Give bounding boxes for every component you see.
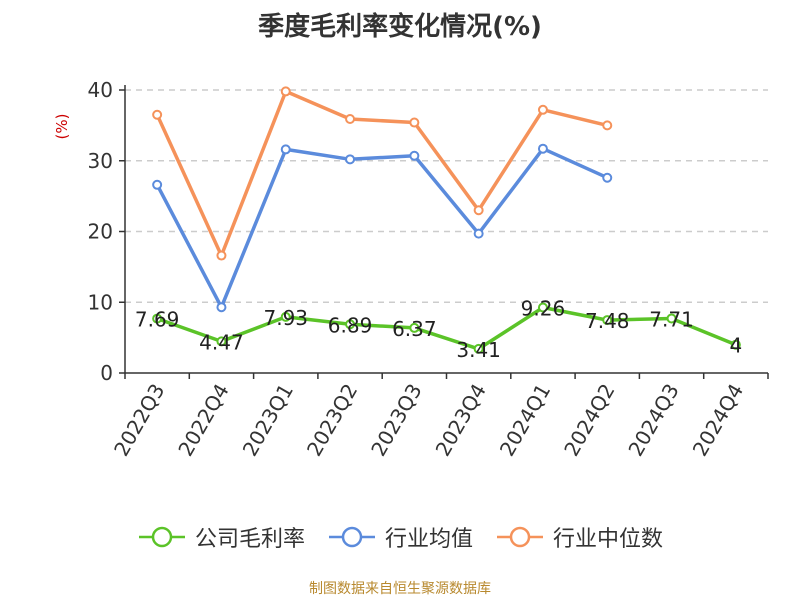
x-tick-label: 2023Q1: [238, 380, 298, 461]
data-point: [473, 205, 484, 216]
data-point: [152, 109, 163, 120]
legend-label: 公司毛利率: [194, 527, 305, 552]
y-tick-label: 10: [88, 290, 113, 314]
legend-marker: [341, 526, 363, 548]
series-line: [155, 305, 738, 351]
legend-label: 行业中位数: [553, 527, 664, 552]
data-label: 7.69: [135, 308, 180, 332]
data-point: [602, 172, 613, 183]
legend-swatch: [497, 526, 543, 548]
data-point: [345, 319, 356, 330]
y-tick-label: 20: [88, 220, 113, 244]
chart-title: 季度毛利率变化情况(%): [258, 12, 542, 42]
legend-swatch: [138, 526, 185, 548]
data-point: [345, 154, 356, 165]
legend-marker: [151, 526, 173, 548]
data-label: 4.47: [199, 330, 244, 354]
grid-lines: [125, 89, 768, 303]
x-tick-label: 2024Q2: [559, 380, 619, 461]
legend-marker: [509, 526, 531, 548]
x-tick-label: 2022Q4: [173, 380, 233, 461]
data-label: 4: [729, 334, 742, 358]
x-tick-label: 2024Q4: [688, 380, 748, 461]
data-point: [216, 250, 227, 261]
data-point: [537, 104, 548, 115]
x-tick-label: 2023Q4: [431, 380, 491, 461]
data-point: [537, 143, 548, 154]
data-point: [216, 336, 227, 347]
data-point: [216, 302, 227, 313]
y-tick-label: 30: [88, 149, 113, 173]
x-tick-label: 2024Q3: [623, 380, 683, 461]
legend: 公司毛利率 行业均值 行业中位数: [0, 520, 800, 554]
y-tick-label: 40: [88, 78, 113, 102]
legend-item: 行业中位数: [495, 521, 663, 553]
data-point: [666, 313, 677, 324]
data-point: [409, 150, 420, 161]
data-label: 7.93: [263, 306, 308, 330]
data-point: [152, 313, 163, 324]
data-point: [473, 228, 484, 239]
x-tick-label: 2023Q3: [366, 380, 426, 461]
data-label: 6.89: [328, 313, 373, 337]
legend-label: 行业均值: [384, 527, 473, 552]
data-point: [473, 343, 484, 354]
data-point: [280, 86, 291, 97]
y-tick-label: 0: [100, 361, 113, 385]
data-point: [152, 179, 163, 190]
data-label: 6.37: [392, 317, 437, 341]
data-point: [409, 322, 420, 333]
legend-swatch: [328, 526, 375, 548]
data-label: 7.48: [585, 309, 630, 333]
x-tick-label: 2023Q2: [302, 380, 362, 461]
y-axis-label: (%): [53, 114, 71, 140]
data-labels: 7.69 4.47 7.93 6.89 6.37 3.41 9.26 7.48 7.71 4: [135, 296, 742, 361]
data-point: [730, 339, 741, 350]
series-line: [155, 89, 610, 258]
data-point: [345, 114, 356, 125]
x-tick-label: 2024Q1: [495, 380, 555, 461]
data-label: 9.26: [521, 296, 566, 320]
data-point: [602, 120, 613, 131]
legend-item: 公司毛利率: [137, 521, 305, 553]
data-label: 3.41: [456, 338, 501, 362]
legend-item: 行业均值: [327, 521, 473, 553]
series-lines: [152, 86, 741, 354]
x-tick-label: 2022Q3: [109, 380, 169, 461]
data-point: [537, 302, 548, 313]
series-line: [155, 146, 610, 309]
data-point: [280, 144, 291, 155]
data-point: [602, 315, 613, 326]
data-label: 7.71: [649, 307, 694, 331]
data-point: [409, 117, 420, 128]
source-note: 制图数据来自恒生聚源数据库: [309, 581, 491, 597]
data-point: [280, 311, 291, 322]
